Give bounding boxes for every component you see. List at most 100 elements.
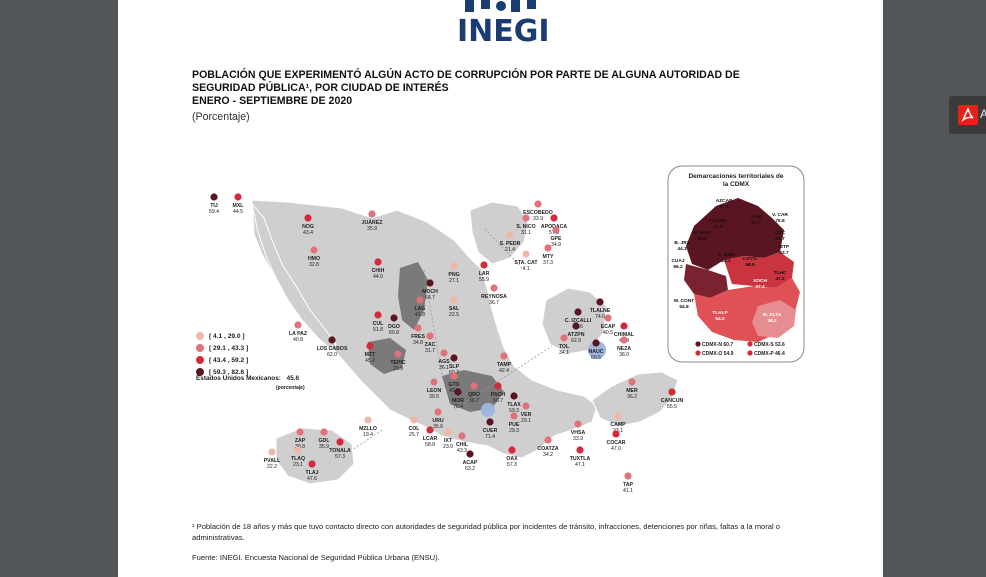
cdmx-north-area — [686, 198, 784, 270]
city-value-label: 64.7 — [425, 295, 435, 301]
city-value-label: 22.2 — [267, 464, 277, 470]
cdmx-borough-value: 44.3 — [677, 246, 687, 252]
city-name-label: HMO — [308, 256, 320, 262]
city-dot — [574, 420, 582, 428]
legend: [ 4.1 , 29.0 ] [ 29.1 , 43.3 ] [ 43.4 , … — [196, 330, 248, 378]
city-value-label: 63.2 — [465, 466, 475, 472]
city-name-label: CANCUN — [661, 398, 684, 404]
city-name-label: STA. CAT — [514, 260, 538, 266]
city-name-label: TLALNE — [590, 308, 611, 314]
city-name-label: MTY — [543, 254, 554, 260]
city-name-label: NAUC — [589, 349, 604, 355]
city-value-label: 4.1 — [522, 266, 529, 272]
legend-swatch-icon — [196, 368, 204, 376]
city-dot — [490, 284, 498, 292]
city-dot — [510, 392, 518, 400]
source-note: Fuente: INEGI. Encuesta Nacional de Segu… — [192, 553, 440, 562]
logo-symbol-icon — [465, 0, 536, 12]
city-name-label: VER — [521, 412, 532, 418]
city-dot — [416, 296, 424, 304]
city-name-label: GPE — [551, 236, 562, 242]
city-value-label: 23.1 — [613, 428, 623, 434]
cdmx-zone-dot — [695, 341, 701, 347]
unit-subtitle: (Porcentaje) — [192, 111, 250, 123]
title-line-2: SEGURIDAD PÚBLICA¹, POR CIUDAD DE INTERÉ… — [192, 82, 449, 94]
city-value-label: 70.4 — [453, 404, 463, 410]
city-dot — [552, 226, 560, 234]
city-name-label: ZAC — [425, 342, 436, 348]
city-dot — [310, 246, 318, 254]
city-value-label: 23.1 — [293, 462, 303, 468]
city-value-label: 36.7 — [489, 300, 499, 306]
city-value-label: 43.3 — [457, 448, 467, 454]
city-name-label: TUXTLA — [570, 456, 591, 462]
city-dot — [374, 258, 382, 266]
city-name-label: CHIL — [456, 442, 469, 448]
city-value-label: 35.6 — [433, 424, 443, 430]
city-name-label: C. IZCALLI — [565, 318, 592, 324]
city-dot — [336, 438, 344, 446]
city-name-label: ESCOBEDO — [523, 210, 553, 216]
city-name-label: VHSA — [571, 430, 586, 436]
city-dot — [320, 428, 328, 436]
city-name-label: DGO — [388, 324, 400, 330]
legend-label: [ 43.4 , 59.2 ] — [209, 356, 249, 364]
cdmx-borough-label: M. CONT — [674, 298, 694, 304]
city-value-label: 50.7 — [493, 398, 503, 404]
pdf-side-button[interactable]: A — [949, 96, 986, 134]
city-name-label: PUE — [509, 422, 520, 428]
city-value-label: 47.0 — [611, 446, 621, 452]
cdmx-borough-value: 37.4 — [755, 284, 765, 290]
city-name-label: MOCH — [422, 289, 438, 295]
city-value-label: 43.4 — [303, 230, 313, 236]
mexico-map: TIJ59.4MXL44.5NOG43.4JUÁREZ35.9HMO32.8CH… — [209, 165, 805, 494]
cdmx-borough-label: IZTC — [775, 230, 786, 236]
city-dot — [574, 308, 582, 316]
city-value-label: 59.4 — [209, 209, 219, 215]
legend-label: [ 29.1 , 43.3 ] — [209, 344, 249, 352]
city-dot — [440, 349, 448, 357]
city-dot — [426, 332, 434, 340]
city-value-label: 36.1 — [439, 365, 449, 371]
city-value-label: 31.7 — [425, 348, 435, 354]
legend-item: [ 43.4 , 59.2 ] — [196, 354, 248, 366]
city-dot — [294, 321, 302, 329]
city-value-label: 27.1 — [449, 278, 459, 284]
cdmx-borough-value: 52.0 — [713, 224, 723, 230]
city-name-label: PNG — [448, 272, 459, 278]
cdmx-borough-label: CUAUH — [709, 218, 727, 224]
city-name-label: TAMP — [497, 362, 512, 368]
city-name-label: CHIMAL — [614, 332, 635, 338]
national-total: Estados Unidos Mexicanos: 45.6 (porcenta… — [196, 375, 305, 391]
guadalajara-inset — [275, 427, 355, 485]
legend-label: [ 4.1 , 29.0 ] — [209, 332, 245, 340]
city-dot — [494, 382, 502, 390]
city-dot — [470, 382, 478, 390]
center-lake-shape — [481, 403, 495, 417]
city-dot — [480, 261, 488, 269]
city-name-label: TAP — [623, 482, 634, 488]
legend-swatch-icon — [196, 356, 204, 364]
city-name-label: S. PEDR — [500, 241, 521, 247]
city-value-label: 45.2 — [365, 358, 375, 364]
city-value-label: 38.0 — [619, 352, 629, 358]
city-value-label: 32.8 — [309, 262, 319, 268]
city-dot — [210, 193, 218, 201]
